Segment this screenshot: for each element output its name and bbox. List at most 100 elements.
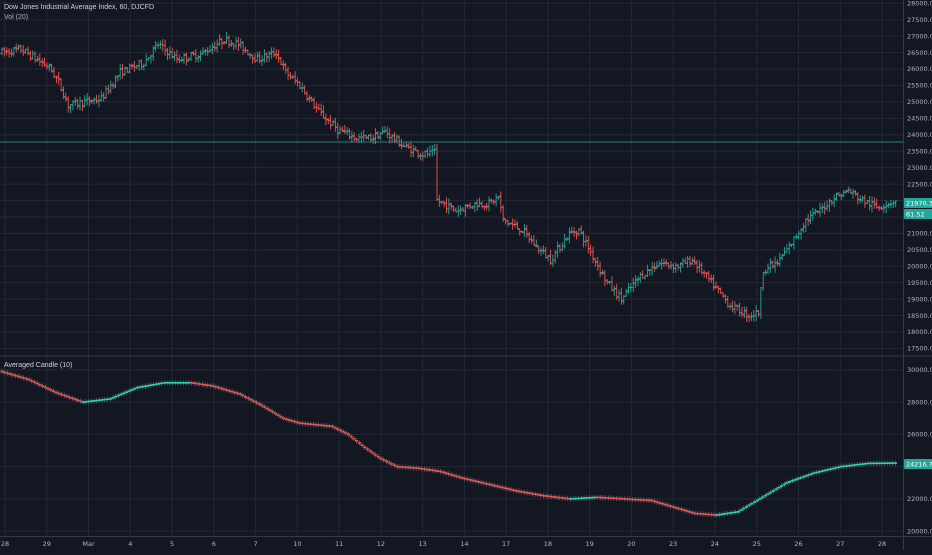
indicator-bar <box>422 466 426 472</box>
indicator-bar <box>536 492 540 498</box>
indicator-bar <box>855 462 859 468</box>
ohlc-bar <box>92 97 97 105</box>
ohlc-bar <box>234 36 238 50</box>
ohlc-bar <box>54 75 59 84</box>
ohlc-bar <box>558 243 562 254</box>
indicator-bar <box>495 483 499 489</box>
volume-indicator-label: Vol (20) <box>4 14 29 21</box>
ohlc-bar <box>444 197 449 214</box>
indicator-bar <box>170 380 175 386</box>
indicator-bar <box>885 460 889 466</box>
indicator-bar <box>723 511 727 517</box>
indicator-bar <box>715 512 719 518</box>
ohlc-bar <box>730 300 735 313</box>
indicator-bar <box>130 387 134 393</box>
indicator-bar <box>509 486 513 493</box>
indicator-bar <box>790 478 795 484</box>
ohlc-bar <box>333 117 338 132</box>
y-tick-label: 26500.00 <box>907 49 932 57</box>
ohlc-bar <box>539 247 543 256</box>
indicator-bar <box>666 502 670 508</box>
indicator-bar <box>809 471 813 477</box>
ohlc-bar <box>714 281 718 289</box>
indicator-bar <box>858 461 862 467</box>
indicator-bar <box>828 466 832 472</box>
indicator-bar <box>533 491 537 497</box>
ohlc-bar <box>451 205 456 213</box>
ohlc-bar <box>707 270 711 282</box>
indicator-bar <box>70 395 74 401</box>
indicator-bar <box>179 380 183 386</box>
ohlc-bar <box>94 94 99 104</box>
indicator-bar <box>471 477 475 484</box>
indicator-bar <box>679 506 684 512</box>
indicator-bar <box>336 426 340 432</box>
indicator-bar <box>455 473 459 479</box>
indicator-bar <box>771 488 776 494</box>
ohlc-bar <box>253 53 257 63</box>
indicator-bar <box>853 462 857 468</box>
indicator-bar <box>544 493 548 499</box>
indicator-bar <box>685 508 689 514</box>
ohlc-bar <box>33 51 37 63</box>
ohlc-bar <box>328 114 333 130</box>
indicator-bar <box>322 422 326 429</box>
indicator-bar <box>349 433 353 440</box>
indicator-bar <box>541 493 545 499</box>
ohlc-bar <box>645 264 650 278</box>
indicator-bar <box>387 460 391 466</box>
indicator-bar <box>357 440 361 446</box>
indicator-bar <box>514 488 518 494</box>
x-tick-label: 19 <box>586 540 594 548</box>
indicator-bar <box>752 499 757 505</box>
ohlc-bar <box>61 86 66 100</box>
ohlc-bar <box>562 234 567 249</box>
ohlc-bar <box>272 47 276 58</box>
indicator-bar <box>658 500 662 506</box>
indicator-bar <box>506 486 510 492</box>
ohlc-bar <box>71 100 75 110</box>
ohlc-bar <box>508 222 513 225</box>
ohlc-bar <box>796 230 801 240</box>
ohlc-bar <box>293 71 297 85</box>
ohlc-bar <box>151 45 156 61</box>
ohlc-bar <box>111 82 115 90</box>
indicator-bar <box>882 460 887 466</box>
x-tick-label: 18 <box>544 540 552 548</box>
indicator-bar <box>295 419 299 425</box>
indicator-bar <box>728 510 732 516</box>
ohlc-bar <box>806 214 810 226</box>
ohlc-bar <box>709 274 714 283</box>
indicator-bar <box>24 376 28 382</box>
ohlc-bar <box>418 152 423 161</box>
indicator-bar <box>279 414 283 420</box>
indicator-bar <box>812 470 816 476</box>
indicator-bar <box>379 456 383 462</box>
indicator-bar <box>254 399 259 406</box>
ohlc-bar <box>203 48 208 56</box>
indicator-bar <box>414 465 418 471</box>
ohlc-bar <box>822 201 827 215</box>
y-tick-label: 22000.00 <box>907 495 932 503</box>
indicator-bar <box>525 490 529 496</box>
indicator-bar <box>465 476 470 482</box>
ohlc-bar <box>442 200 446 208</box>
indicator-bar <box>200 381 204 387</box>
indicator-bar <box>230 389 234 395</box>
indicator-bar <box>733 509 738 515</box>
indicator-bar <box>609 495 613 501</box>
ohlc-bar <box>534 239 539 248</box>
indicator-bar <box>219 385 223 392</box>
indicator-bar <box>747 502 751 508</box>
indicator-bar <box>869 460 873 466</box>
ohlc-bar <box>267 50 271 62</box>
ohlc-bar <box>12 47 16 57</box>
ohlc-bar <box>818 202 822 218</box>
indicator-bar <box>8 371 12 377</box>
ohlc-bar <box>468 202 472 210</box>
y-tick-label: 26000.00 <box>907 65 932 73</box>
ohlc-bar <box>567 227 572 244</box>
indicator-bar <box>341 429 345 435</box>
ohlc-bar <box>409 141 413 158</box>
